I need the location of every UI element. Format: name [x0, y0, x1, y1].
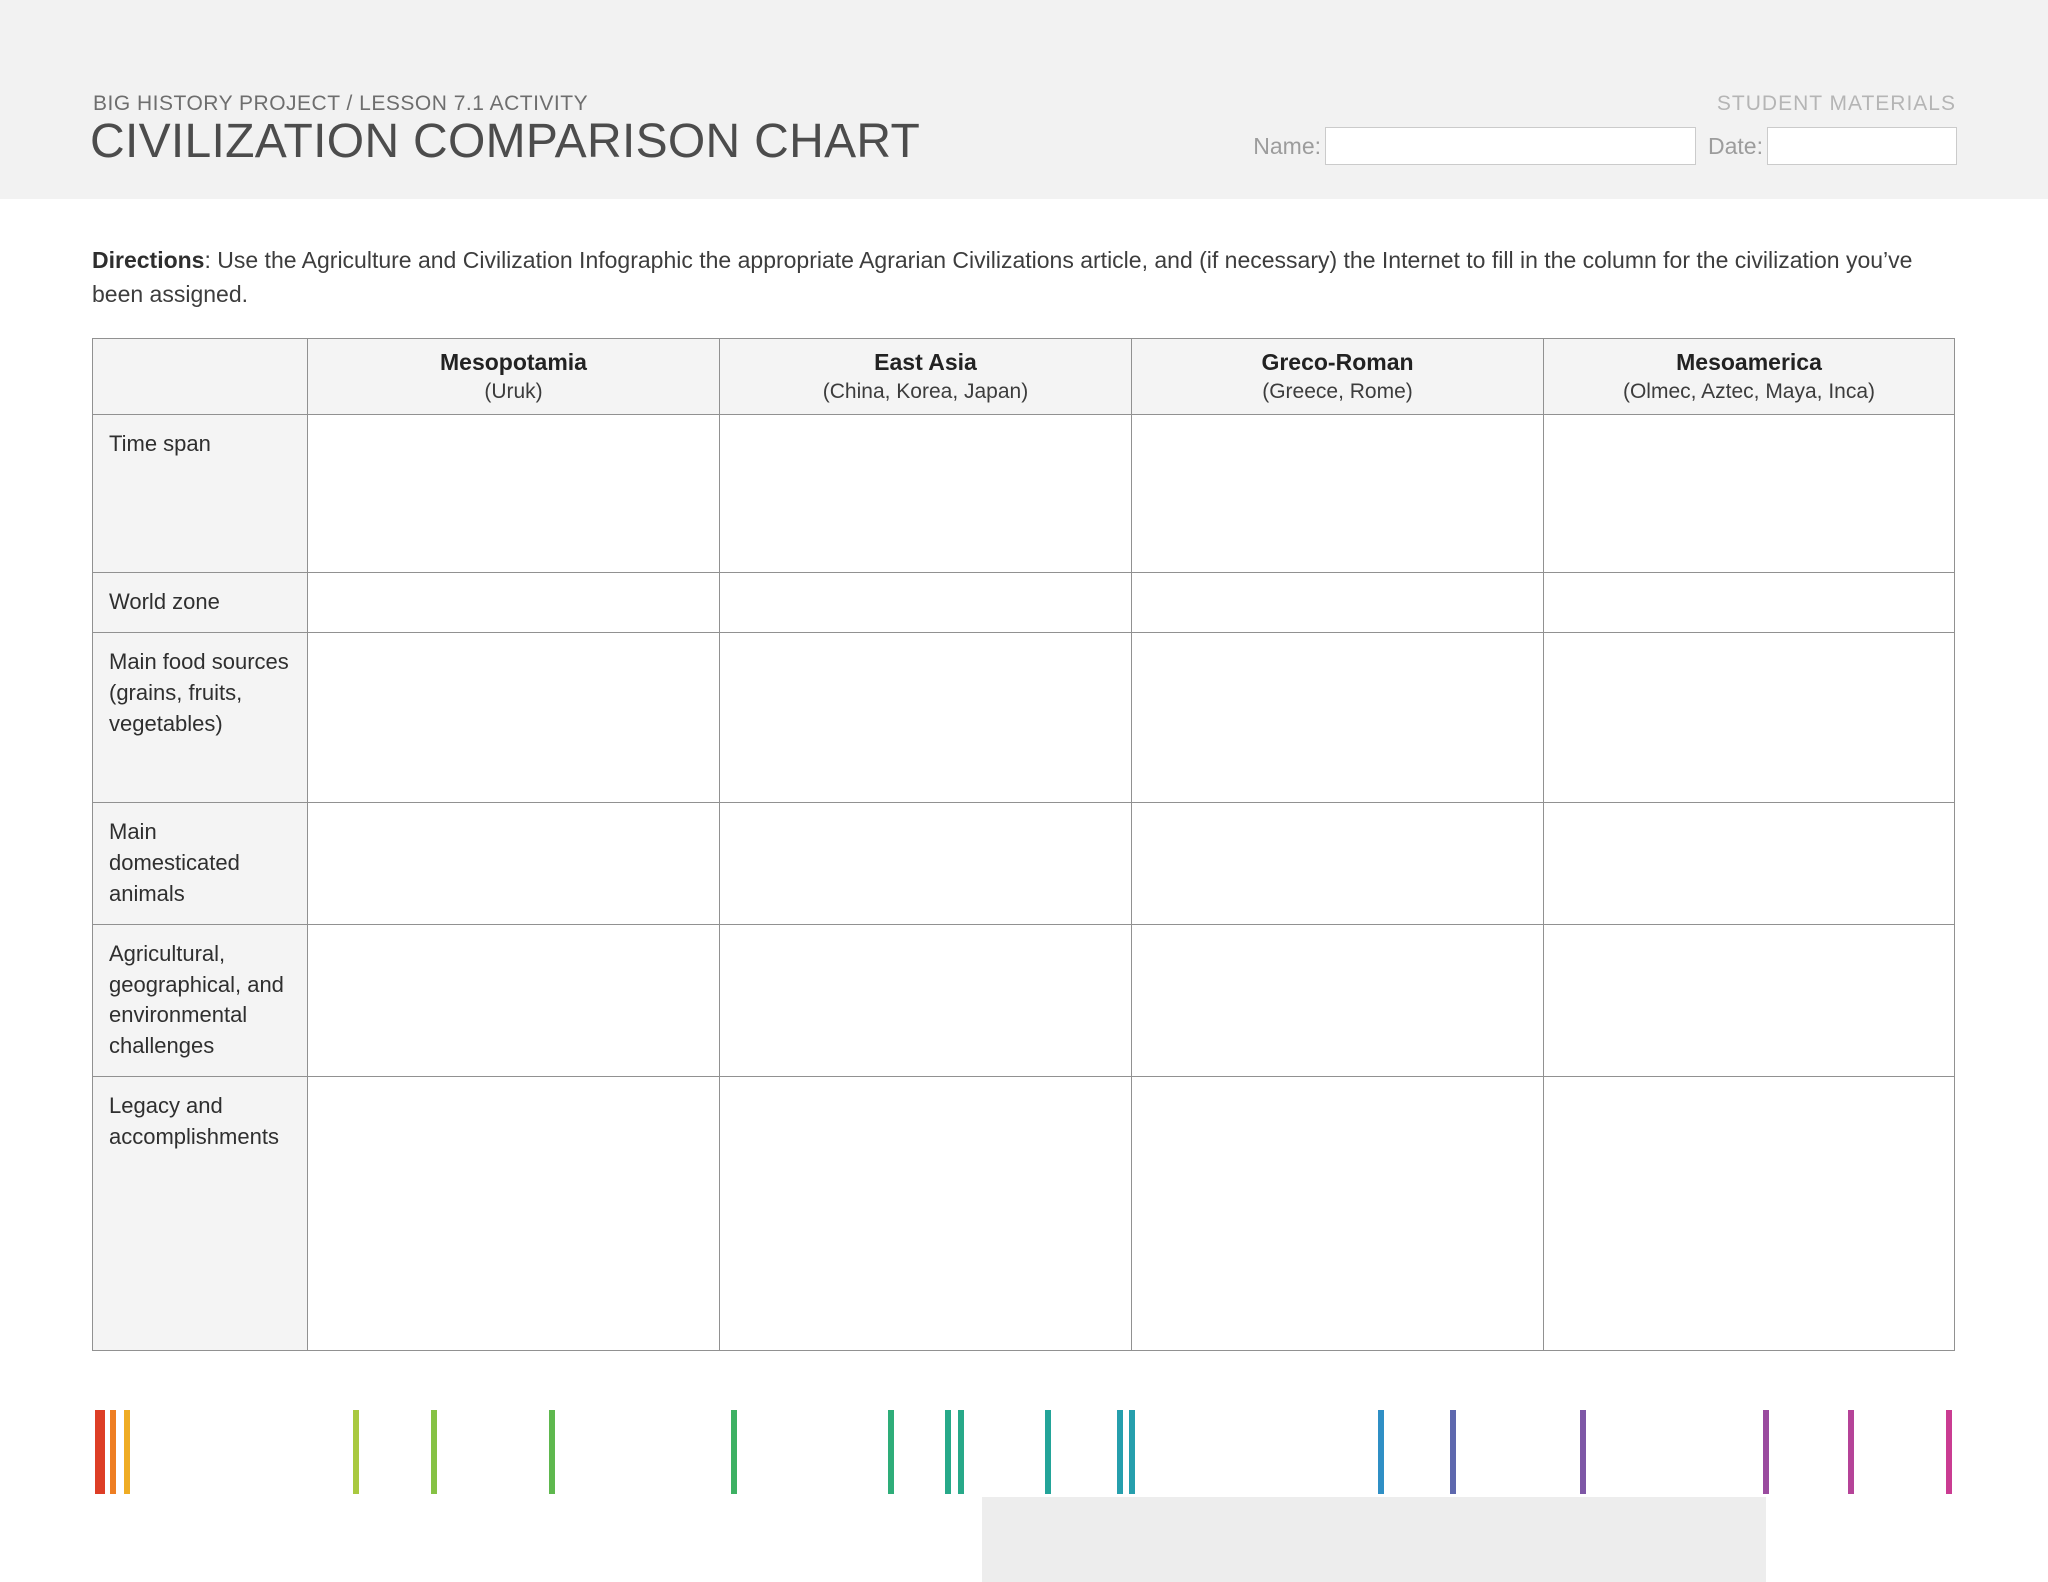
column-title: East Asia [874, 349, 977, 375]
table-row: World zone [92, 572, 1955, 634]
name-input[interactable] [1325, 127, 1697, 165]
table-cell[interactable] [719, 802, 1132, 925]
directions-text: Directions: Use the Agriculture and Civi… [92, 243, 1954, 311]
table-cell[interactable] [1543, 802, 1955, 925]
row-label: Legacy and accomplishments [92, 1075, 308, 1351]
table-cell[interactable] [1543, 632, 1955, 804]
column-header: East Asia (China, Korea, Japan) [719, 337, 1132, 416]
comparison-table-body: Time span World zone Main food sources (gr… [92, 414, 1955, 1351]
table-row: Agricultural, geographical, and environm… [92, 923, 1955, 1077]
table-row: Time span [92, 414, 1955, 574]
timeline-bar [95, 1410, 105, 1494]
table-cell[interactable] [307, 802, 720, 925]
timeline-bar [1129, 1410, 1135, 1494]
row-label: World zone [92, 572, 308, 634]
timeline-bar [888, 1410, 894, 1494]
column-subtitle: (Olmec, Aztec, Maya, Inca) [1622, 380, 1876, 404]
table-cell[interactable] [719, 923, 1132, 1077]
row-label: Agricultural, geographical, and environm… [92, 923, 308, 1077]
row-label: Main domesticated animals [92, 802, 308, 925]
column-header: Mesoamerica (Olmec, Aztec, Maya, Inca) [1543, 337, 1955, 416]
timeline-bar [124, 1410, 130, 1494]
name-label: Name: [1253, 132, 1322, 159]
table-cell[interactable] [307, 632, 720, 804]
table-cell[interactable] [307, 414, 720, 574]
timeline-bar [731, 1410, 737, 1494]
table-cell[interactable] [1543, 414, 1955, 574]
timeline-bar [1450, 1410, 1456, 1494]
corner-cell [92, 337, 308, 416]
lesson-eyebrow: BIG HISTORY PROJECT / LESSON 7.1 ACTIVIT… [93, 92, 589, 115]
table-row: Main domesticated animals [92, 802, 1955, 925]
timeline-bar [1946, 1410, 1952, 1494]
timeline-bar [1117, 1410, 1123, 1494]
name-date-row: Name: Date: [1253, 127, 1957, 165]
table-cell[interactable] [307, 1075, 720, 1351]
timeline-bar [1378, 1410, 1384, 1494]
timeline-bar [110, 1410, 116, 1494]
table-cell[interactable] [1131, 632, 1544, 804]
column-header: Greco-Roman (Greece, Rome) [1131, 337, 1544, 416]
table-cell[interactable] [1131, 802, 1544, 925]
directions-label: Directions [92, 247, 205, 273]
page-title: CIVILIZATION COMPARISON CHART [90, 115, 921, 168]
row-label: Time span [92, 414, 308, 574]
timeline-bar [1580, 1410, 1586, 1494]
table-cell[interactable] [1543, 1075, 1955, 1351]
column-title: Greco-Roman [1261, 349, 1414, 375]
column-subtitle: (Uruk) [484, 380, 543, 404]
directions-body: : Use the Agriculture and Civilization I… [92, 247, 1913, 308]
row-label: Main food sources (grains, fruits, veget… [92, 632, 308, 804]
table-cell[interactable] [719, 1075, 1132, 1351]
table-cell[interactable] [1543, 572, 1955, 634]
table-cell[interactable] [307, 923, 720, 1077]
timeline-bar [1045, 1410, 1051, 1494]
timeline-bar [549, 1410, 555, 1494]
footer-shade [982, 1497, 1766, 1582]
student-materials-label: STUDENT MATERIALS [1716, 92, 1956, 115]
timeline-bar [1763, 1410, 1769, 1494]
timeline-bar [353, 1410, 359, 1494]
column-title: Mesopotamia [440, 349, 587, 375]
table-cell[interactable] [719, 632, 1132, 804]
date-label: Date: [1708, 132, 1763, 159]
table-cell[interactable] [307, 572, 720, 634]
table-cell[interactable] [719, 414, 1132, 574]
timeline-bar [1848, 1410, 1854, 1494]
table-row: Main food sources (grains, fruits, veget… [92, 632, 1955, 804]
table-cell[interactable] [1543, 923, 1955, 1077]
table-row: Legacy and accomplishments [92, 1075, 1955, 1351]
timeline-strip [0, 1410, 2048, 1494]
table-cell[interactable] [719, 572, 1132, 634]
comparison-table: Mesopotamia (Uruk) East Asia (China, Korea,… [92, 337, 1955, 1351]
table-cell[interactable] [1131, 923, 1544, 1077]
table-header-row: Mesopotamia (Uruk) East Asia (China, Korea,… [92, 337, 1955, 416]
table-cell[interactable] [1131, 414, 1544, 574]
date-input[interactable] [1767, 127, 1957, 165]
timeline-bar [958, 1410, 964, 1494]
column-header: Mesopotamia (Uruk) [307, 337, 720, 416]
timeline-bar [945, 1410, 951, 1494]
column-subtitle: (China, Korea, Japan) [822, 380, 1029, 404]
timeline-bar [431, 1410, 437, 1494]
table-cell[interactable] [1131, 572, 1544, 634]
column-subtitle: (Greece, Rome) [1262, 380, 1413, 404]
table-cell[interactable] [1131, 1075, 1544, 1351]
header-band: BIG HISTORY PROJECT / LESSON 7.1 ACTIVIT… [0, 0, 2048, 199]
column-title: Mesoamerica [1676, 349, 1822, 375]
